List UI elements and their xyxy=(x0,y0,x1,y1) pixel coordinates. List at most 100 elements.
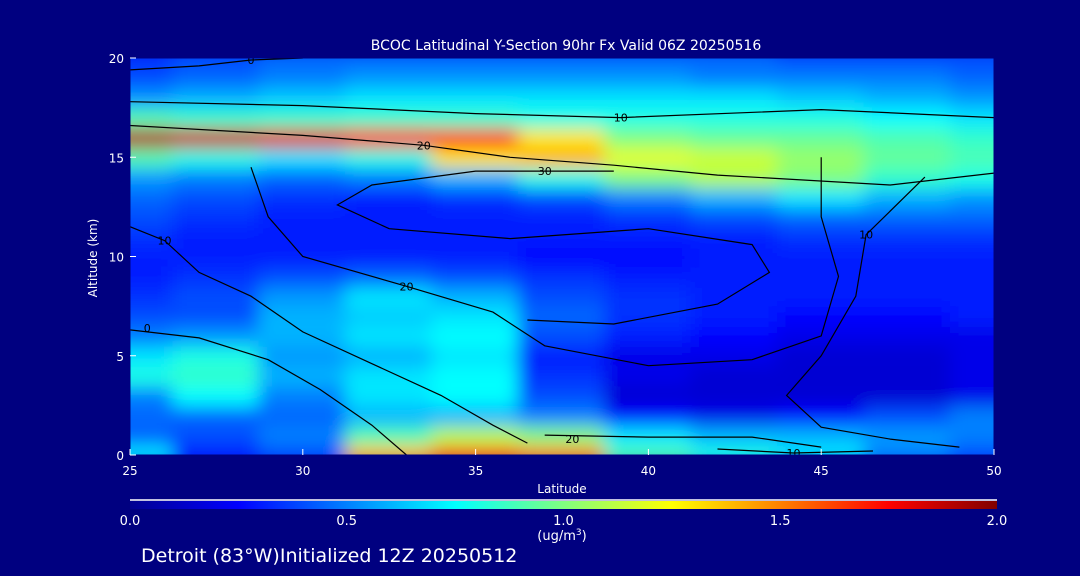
heatmap-cell xyxy=(604,364,693,387)
colorbar-tick-label: 2.0 xyxy=(987,514,1008,529)
heatmap-cell xyxy=(949,305,994,327)
heatmap-cell xyxy=(604,324,693,347)
heatmap-cell xyxy=(604,424,693,447)
heatmap-cell xyxy=(949,444,994,455)
heatmap-cell xyxy=(690,186,779,208)
heatmap-cell xyxy=(604,205,693,228)
heatmap-cell xyxy=(258,86,347,109)
heatmap-cell xyxy=(949,344,994,367)
heatmap-cell xyxy=(604,404,693,427)
heatmap-cell xyxy=(431,166,520,189)
heatmap-cell xyxy=(258,305,347,327)
heatmap-cell xyxy=(863,66,952,89)
contour-line xyxy=(250,157,840,367)
contour-label: 10 xyxy=(787,447,801,460)
contour-line xyxy=(717,448,874,454)
heatmap-cell xyxy=(949,265,994,288)
heatmap-cell xyxy=(172,146,261,169)
heatmap-cell xyxy=(690,86,779,109)
heatmap-cell xyxy=(258,384,347,407)
heatmap-cell xyxy=(130,205,175,228)
heatmap-cell xyxy=(777,126,866,149)
heatmap-cell xyxy=(258,126,347,149)
heatmap-cell xyxy=(431,66,520,89)
heatmap-cell xyxy=(258,424,347,447)
contour-line xyxy=(130,124,994,186)
heatmap-cell xyxy=(690,305,779,327)
heatmap-cell xyxy=(517,265,607,288)
heatmap-cell xyxy=(172,225,261,248)
heatmap-cell xyxy=(258,285,347,308)
contour-lines: 0 10 20 30 20 10 0 10 20 10 xyxy=(130,54,994,460)
contour-label: 0 xyxy=(247,54,254,67)
heatmap-cell xyxy=(130,126,175,149)
contour-line xyxy=(130,329,407,455)
heatmap-cell xyxy=(863,444,952,455)
heatmap-cell xyxy=(863,225,952,248)
heatmap-cell xyxy=(517,364,607,387)
heatmap-cell xyxy=(130,265,175,288)
heatmap-cell xyxy=(777,66,866,89)
heatmap-cell xyxy=(949,225,994,248)
heatmap-cell xyxy=(431,424,520,447)
heatmap-cell xyxy=(258,66,347,89)
heatmap-cell xyxy=(431,86,520,109)
heatmap-cell xyxy=(949,166,994,189)
heatmap-cell xyxy=(690,285,779,308)
heatmap-cell xyxy=(172,205,261,228)
heatmap-cell xyxy=(172,364,261,387)
heatmap-cell xyxy=(172,265,261,288)
heatmap-cell xyxy=(130,86,175,109)
contour-line xyxy=(130,58,303,71)
contour-line xyxy=(336,170,771,325)
heatmap-cell xyxy=(172,86,261,109)
heatmap-cell xyxy=(345,126,434,149)
heatmap-cell xyxy=(172,344,261,367)
heatmap-cell xyxy=(431,205,520,228)
heatmap-cell xyxy=(130,364,175,387)
contour-line xyxy=(785,176,960,448)
heatmap-cell xyxy=(604,146,693,169)
heatmap-cell xyxy=(777,364,866,387)
heatmap-cell xyxy=(431,324,520,347)
heatmap-cell xyxy=(949,404,994,427)
x-tick-label: 30 xyxy=(295,464,310,478)
heatmap-cell xyxy=(949,66,994,89)
x-tick-label: 35 xyxy=(468,464,483,478)
x-tick-label: 40 xyxy=(641,464,656,478)
heatmap-cell xyxy=(517,324,607,347)
contour-label: 0 xyxy=(144,322,151,335)
heatmap-cell xyxy=(690,225,779,248)
heatmap-cell xyxy=(431,265,520,288)
heatmap-cell xyxy=(517,66,607,89)
y-tick-label: 5 xyxy=(116,350,124,364)
heatmap-cell xyxy=(172,424,261,447)
heatmap-cell xyxy=(777,58,866,69)
heatmap-cell xyxy=(690,265,779,288)
heatmap-cell xyxy=(863,305,952,327)
heatmap-cell xyxy=(258,344,347,367)
heatmap-cell xyxy=(777,285,866,308)
heatmap-cell xyxy=(431,285,520,308)
heatmap-cell xyxy=(863,245,952,268)
heatmap-cell xyxy=(863,186,952,208)
heatmap-cell xyxy=(130,384,175,407)
heatmap-cell xyxy=(863,265,952,288)
heatmap-cell xyxy=(949,384,994,407)
heatmap-cell xyxy=(431,344,520,367)
heatmap-cell xyxy=(345,66,434,89)
heatmap-cell xyxy=(777,245,866,268)
heatmap-cell xyxy=(863,424,952,447)
heatmap-cell xyxy=(604,384,693,407)
heatmap-cell xyxy=(345,444,434,455)
contour-label: 20 xyxy=(417,139,431,152)
heatmap-cell xyxy=(345,404,434,427)
heatmap-cell xyxy=(130,166,175,189)
heatmap-cell xyxy=(130,305,175,327)
heatmap-cell xyxy=(130,245,175,268)
heatmap-cell xyxy=(604,166,693,189)
heatmap-cell xyxy=(172,404,261,427)
contour-line xyxy=(130,226,528,444)
heatmap-cell xyxy=(258,205,347,228)
heatmap-cell xyxy=(690,344,779,367)
